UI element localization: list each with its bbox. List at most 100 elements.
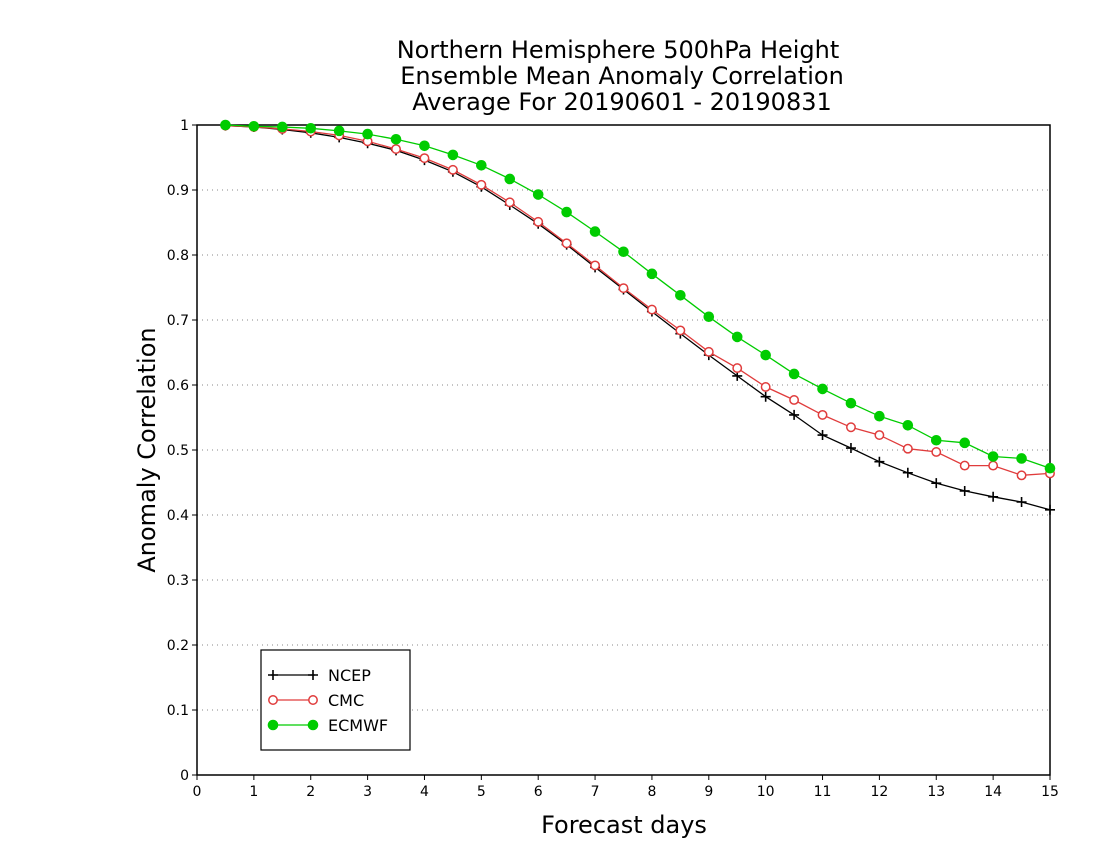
x-tick-label: 13	[927, 784, 945, 800]
legend: NCEP CMC ECMWF	[260, 649, 411, 751]
x-tick-label: 6	[534, 784, 543, 800]
x-tick-label: 15	[1041, 784, 1059, 800]
data-point-cmc	[902, 443, 913, 454]
y-tick-label: 0	[180, 768, 189, 784]
data-point-cmc	[419, 153, 430, 164]
data-point-ecmwf	[390, 134, 402, 145]
x-tick-label: 9	[704, 784, 713, 800]
data-point-ecmwf	[589, 226, 601, 237]
legend-label-cmc: CMC	[328, 691, 364, 710]
data-point-cmc	[817, 409, 828, 420]
legend-item-ncep: NCEP	[268, 666, 371, 685]
data-point-cmc	[703, 346, 714, 357]
legend-marker	[308, 695, 318, 705]
x-tick-label: 8	[647, 784, 656, 800]
data-point-ecmwf	[930, 434, 942, 446]
data-point-ecmwf	[333, 125, 345, 137]
data-point-cmc	[476, 179, 487, 190]
data-point-ecmwf	[987, 451, 999, 462]
data-point-ncep	[1016, 497, 1027, 507]
x-tick-label: 14	[984, 784, 1002, 800]
data-point-cmc	[760, 382, 771, 392]
data-point-ecmwf	[447, 149, 459, 161]
data-point-cmc	[646, 304, 657, 315]
data-point-ecmwf	[646, 268, 658, 280]
data-point-ncep	[959, 485, 970, 496]
series-line-ncep	[225, 124, 1051, 511]
y-tick-label: 0.4	[167, 508, 189, 524]
data-point-cmc	[732, 363, 743, 374]
x-tick-label: 3	[363, 784, 372, 800]
data-point-ncep	[988, 491, 999, 502]
x-tick-label: 11	[814, 784, 832, 800]
data-point-ecmwf	[277, 121, 288, 133]
x-tick-label: 2	[306, 784, 315, 800]
data-point-ecmwf	[902, 420, 914, 431]
legend-marker	[268, 695, 278, 705]
data-point-ecmwf	[476, 160, 487, 171]
data-point-cmc	[988, 460, 999, 471]
axis-ticks: 00.10.20.30.40.50.60.70.80.910 1 2 3 4 5 6 7 8 9 1…	[167, 118, 1059, 800]
data-point-ecmwf	[1016, 453, 1027, 464]
data-point-ecmwf	[760, 349, 771, 361]
title-line-3: Average For 20190601 - 20190831	[412, 88, 832, 116]
x-tick-label: 12	[870, 784, 888, 800]
y-tick-label: 0.7	[167, 313, 189, 329]
x-tick-label: 4	[420, 784, 429, 800]
data-point-ecmwf	[959, 437, 971, 449]
data-point-cmc	[874, 430, 885, 440]
data-point-ecmwf	[788, 368, 800, 380]
data-point-ecmwf	[874, 410, 885, 422]
x-tick-label: 0	[193, 784, 202, 800]
legend-item-cmc: CMC	[268, 691, 364, 710]
data-point-ncep	[789, 409, 800, 420]
y-axis-title: Anomaly Correlation	[133, 327, 161, 572]
data-point-cmc	[959, 460, 970, 471]
data-point-ncep	[902, 467, 913, 478]
data-point-ecmwf	[305, 122, 317, 134]
y-tick-label: 0.8	[167, 248, 189, 264]
data-point-ecmwf	[1044, 462, 1056, 474]
data-point-ecmwf	[220, 119, 231, 131]
x-tick-label: 7	[591, 784, 600, 800]
legend-marker	[307, 719, 319, 731]
data-point-cmc	[1016, 470, 1027, 481]
data-point-ecmwf	[248, 121, 260, 132]
data-point-cmc	[391, 144, 401, 155]
data-point-cmc	[447, 164, 458, 175]
y-tick-label: 1	[180, 118, 189, 134]
legend-marker	[308, 670, 318, 680]
x-axis-title: Forecast days	[541, 811, 707, 839]
chart-title: Northern Hemisphere 500hPa Height Ensemb…	[397, 36, 844, 116]
series-ecmwf	[220, 119, 1056, 474]
data-point-ecmwf	[703, 311, 715, 323]
data-point-ecmwf	[532, 189, 544, 200]
data-point-ecmwf	[845, 397, 857, 409]
y-tick-label: 0.6	[167, 378, 189, 394]
title-line-2: Ensemble Mean Anomaly Correlation	[400, 62, 844, 90]
data-point-ecmwf	[731, 331, 743, 343]
data-point-cmc	[931, 447, 942, 457]
legend-marker	[268, 670, 278, 680]
data-point-ncep	[760, 391, 771, 402]
data-point-cmc	[561, 238, 572, 249]
data-point-ecmwf	[618, 246, 629, 258]
data-point-ncep	[845, 443, 856, 454]
data-point-cmc	[675, 325, 686, 336]
data-point-ncep	[817, 430, 828, 441]
data-point-ecmwf	[419, 140, 430, 152]
data-point-ecmwf	[817, 383, 828, 395]
data-point-cmc	[846, 422, 856, 433]
data-point-cmc	[533, 216, 544, 227]
y-tick-label: 0.3	[167, 573, 189, 589]
data-point-cmc	[789, 395, 800, 405]
data-point-cmc	[618, 283, 629, 294]
legend-marker	[267, 719, 279, 731]
y-tick-label: 0.2	[167, 638, 189, 654]
data-point-ecmwf	[561, 206, 572, 218]
data-point-cmc	[590, 260, 601, 271]
title-line-1: Northern Hemisphere 500hPa Height	[397, 36, 840, 64]
data-point-ncep	[931, 478, 942, 489]
data-point-ecmwf	[504, 173, 516, 185]
series-line-ecmwf	[225, 124, 1051, 469]
